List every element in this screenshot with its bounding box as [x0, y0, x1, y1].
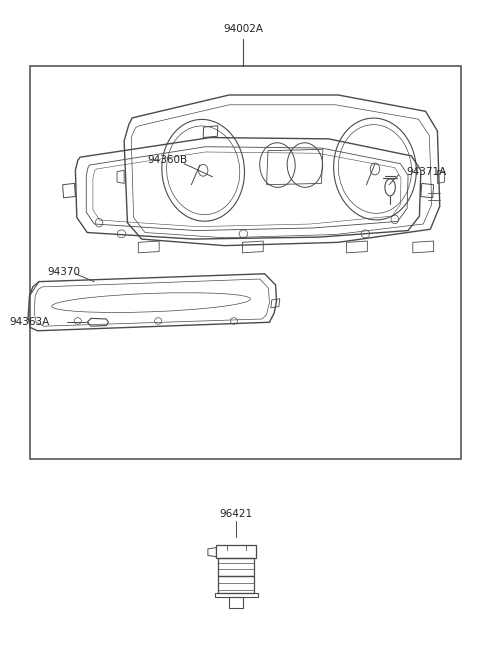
Text: 94363A: 94363A [9, 317, 49, 328]
Text: 94371A: 94371A [407, 166, 447, 177]
Text: 94002A: 94002A [223, 24, 264, 35]
Text: 94360B: 94360B [148, 155, 188, 166]
Text: 96421: 96421 [220, 509, 253, 519]
Bar [30, 66, 461, 458]
Text: 94370: 94370 [47, 267, 80, 277]
